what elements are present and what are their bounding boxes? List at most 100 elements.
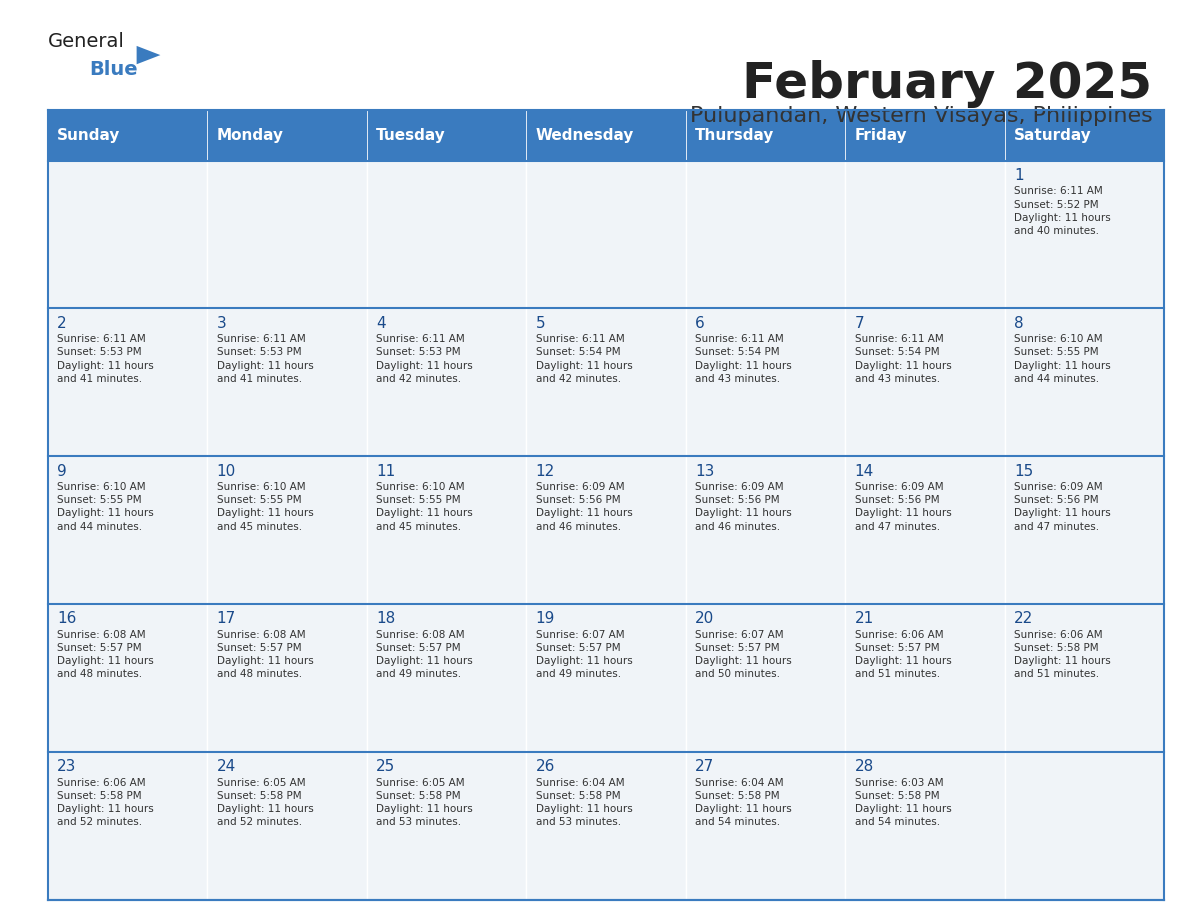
Text: 4: 4: [377, 316, 386, 330]
FancyBboxPatch shape: [207, 752, 367, 900]
Text: Sunrise: 6:05 AM
Sunset: 5:58 PM
Daylight: 11 hours
and 52 minutes.: Sunrise: 6:05 AM Sunset: 5:58 PM Dayligh…: [216, 778, 314, 827]
Text: Sunrise: 6:08 AM
Sunset: 5:57 PM
Daylight: 11 hours
and 48 minutes.: Sunrise: 6:08 AM Sunset: 5:57 PM Dayligh…: [57, 630, 153, 679]
Text: Sunrise: 6:09 AM
Sunset: 5:56 PM
Daylight: 11 hours
and 46 minutes.: Sunrise: 6:09 AM Sunset: 5:56 PM Dayligh…: [536, 482, 632, 532]
Text: Sunrise: 6:10 AM
Sunset: 5:55 PM
Daylight: 11 hours
and 44 minutes.: Sunrise: 6:10 AM Sunset: 5:55 PM Dayligh…: [1015, 334, 1111, 384]
FancyBboxPatch shape: [367, 308, 526, 456]
FancyBboxPatch shape: [1005, 604, 1164, 752]
FancyBboxPatch shape: [48, 308, 207, 456]
FancyBboxPatch shape: [367, 752, 526, 900]
FancyBboxPatch shape: [367, 110, 526, 161]
Text: Sunrise: 6:10 AM
Sunset: 5:55 PM
Daylight: 11 hours
and 45 minutes.: Sunrise: 6:10 AM Sunset: 5:55 PM Dayligh…: [216, 482, 314, 532]
FancyBboxPatch shape: [526, 604, 685, 752]
Text: Sunrise: 6:04 AM
Sunset: 5:58 PM
Daylight: 11 hours
and 53 minutes.: Sunrise: 6:04 AM Sunset: 5:58 PM Dayligh…: [536, 778, 632, 827]
FancyBboxPatch shape: [685, 604, 845, 752]
Text: Sunrise: 6:06 AM
Sunset: 5:58 PM
Daylight: 11 hours
and 51 minutes.: Sunrise: 6:06 AM Sunset: 5:58 PM Dayligh…: [1015, 630, 1111, 679]
FancyBboxPatch shape: [1005, 308, 1164, 456]
Text: Tuesday: Tuesday: [377, 128, 446, 143]
Text: Sunrise: 6:08 AM
Sunset: 5:57 PM
Daylight: 11 hours
and 48 minutes.: Sunrise: 6:08 AM Sunset: 5:57 PM Dayligh…: [216, 630, 314, 679]
Text: 1: 1: [1015, 168, 1024, 183]
Text: Sunrise: 6:11 AM
Sunset: 5:54 PM
Daylight: 11 hours
and 43 minutes.: Sunrise: 6:11 AM Sunset: 5:54 PM Dayligh…: [695, 334, 792, 384]
Text: Sunrise: 6:03 AM
Sunset: 5:58 PM
Daylight: 11 hours
and 54 minutes.: Sunrise: 6:03 AM Sunset: 5:58 PM Dayligh…: [854, 778, 952, 827]
FancyBboxPatch shape: [207, 161, 367, 308]
FancyBboxPatch shape: [526, 752, 685, 900]
Text: February 2025: February 2025: [742, 60, 1152, 107]
Text: Sunrise: 6:11 AM
Sunset: 5:52 PM
Daylight: 11 hours
and 40 minutes.: Sunrise: 6:11 AM Sunset: 5:52 PM Dayligh…: [1015, 186, 1111, 236]
Text: 25: 25: [377, 759, 396, 774]
Text: Sunrise: 6:04 AM
Sunset: 5:58 PM
Daylight: 11 hours
and 54 minutes.: Sunrise: 6:04 AM Sunset: 5:58 PM Dayligh…: [695, 778, 792, 827]
Text: Sunrise: 6:10 AM
Sunset: 5:55 PM
Daylight: 11 hours
and 45 minutes.: Sunrise: 6:10 AM Sunset: 5:55 PM Dayligh…: [377, 482, 473, 532]
Text: 5: 5: [536, 316, 545, 330]
Text: Thursday: Thursday: [695, 128, 775, 143]
FancyBboxPatch shape: [526, 110, 685, 161]
FancyBboxPatch shape: [48, 161, 207, 308]
Text: Sunrise: 6:10 AM
Sunset: 5:55 PM
Daylight: 11 hours
and 44 minutes.: Sunrise: 6:10 AM Sunset: 5:55 PM Dayligh…: [57, 482, 153, 532]
Text: Friday: Friday: [854, 128, 908, 143]
FancyBboxPatch shape: [845, 752, 1005, 900]
Text: Sunrise: 6:09 AM
Sunset: 5:56 PM
Daylight: 11 hours
and 47 minutes.: Sunrise: 6:09 AM Sunset: 5:56 PM Dayligh…: [1015, 482, 1111, 532]
Text: 6: 6: [695, 316, 704, 330]
Text: Pulupandan, Western Visayas, Philippines: Pulupandan, Western Visayas, Philippines: [689, 106, 1152, 126]
Text: Sunrise: 6:09 AM
Sunset: 5:56 PM
Daylight: 11 hours
and 47 minutes.: Sunrise: 6:09 AM Sunset: 5:56 PM Dayligh…: [854, 482, 952, 532]
FancyBboxPatch shape: [1005, 161, 1164, 308]
FancyBboxPatch shape: [526, 308, 685, 456]
Text: Sunrise: 6:06 AM
Sunset: 5:57 PM
Daylight: 11 hours
and 51 minutes.: Sunrise: 6:06 AM Sunset: 5:57 PM Dayligh…: [854, 630, 952, 679]
FancyBboxPatch shape: [207, 456, 367, 604]
Text: 11: 11: [377, 464, 396, 478]
Text: 15: 15: [1015, 464, 1034, 478]
FancyBboxPatch shape: [685, 161, 845, 308]
Text: 12: 12: [536, 464, 555, 478]
FancyBboxPatch shape: [685, 456, 845, 604]
Text: 18: 18: [377, 611, 396, 626]
FancyBboxPatch shape: [1005, 752, 1164, 900]
Text: Sunrise: 6:07 AM
Sunset: 5:57 PM
Daylight: 11 hours
and 50 minutes.: Sunrise: 6:07 AM Sunset: 5:57 PM Dayligh…: [695, 630, 792, 679]
Text: Sunrise: 6:08 AM
Sunset: 5:57 PM
Daylight: 11 hours
and 49 minutes.: Sunrise: 6:08 AM Sunset: 5:57 PM Dayligh…: [377, 630, 473, 679]
Text: Sunrise: 6:11 AM
Sunset: 5:53 PM
Daylight: 11 hours
and 42 minutes.: Sunrise: 6:11 AM Sunset: 5:53 PM Dayligh…: [377, 334, 473, 384]
Text: Monday: Monday: [216, 128, 284, 143]
FancyBboxPatch shape: [1005, 456, 1164, 604]
Text: 22: 22: [1015, 611, 1034, 626]
Text: Sunrise: 6:06 AM
Sunset: 5:58 PM
Daylight: 11 hours
and 52 minutes.: Sunrise: 6:06 AM Sunset: 5:58 PM Dayligh…: [57, 778, 153, 827]
FancyBboxPatch shape: [685, 308, 845, 456]
FancyBboxPatch shape: [845, 110, 1005, 161]
Text: Sunday: Sunday: [57, 128, 120, 143]
FancyBboxPatch shape: [48, 752, 207, 900]
Text: 14: 14: [854, 464, 874, 478]
Text: 16: 16: [57, 611, 76, 626]
Text: 13: 13: [695, 464, 714, 478]
Text: 8: 8: [1015, 316, 1024, 330]
Text: 7: 7: [854, 316, 865, 330]
Text: 27: 27: [695, 759, 714, 774]
Text: Sunrise: 6:07 AM
Sunset: 5:57 PM
Daylight: 11 hours
and 49 minutes.: Sunrise: 6:07 AM Sunset: 5:57 PM Dayligh…: [536, 630, 632, 679]
Text: 28: 28: [854, 759, 874, 774]
FancyBboxPatch shape: [367, 604, 526, 752]
Text: 26: 26: [536, 759, 555, 774]
FancyBboxPatch shape: [526, 456, 685, 604]
FancyBboxPatch shape: [526, 161, 685, 308]
Text: 17: 17: [216, 611, 235, 626]
FancyBboxPatch shape: [367, 161, 526, 308]
Text: 2: 2: [57, 316, 67, 330]
FancyBboxPatch shape: [48, 456, 207, 604]
Text: Wednesday: Wednesday: [536, 128, 634, 143]
FancyBboxPatch shape: [207, 110, 367, 161]
Text: Saturday: Saturday: [1015, 128, 1092, 143]
Text: Sunrise: 6:11 AM
Sunset: 5:53 PM
Daylight: 11 hours
and 41 minutes.: Sunrise: 6:11 AM Sunset: 5:53 PM Dayligh…: [57, 334, 153, 384]
Text: Blue: Blue: [89, 60, 138, 79]
Text: 19: 19: [536, 611, 555, 626]
FancyBboxPatch shape: [845, 604, 1005, 752]
FancyBboxPatch shape: [367, 456, 526, 604]
FancyBboxPatch shape: [1005, 110, 1164, 161]
Text: 3: 3: [216, 316, 226, 330]
FancyBboxPatch shape: [207, 604, 367, 752]
FancyBboxPatch shape: [48, 604, 207, 752]
Text: 21: 21: [854, 611, 874, 626]
FancyBboxPatch shape: [48, 110, 207, 161]
FancyBboxPatch shape: [845, 456, 1005, 604]
Text: 23: 23: [57, 759, 76, 774]
Text: Sunrise: 6:11 AM
Sunset: 5:53 PM
Daylight: 11 hours
and 41 minutes.: Sunrise: 6:11 AM Sunset: 5:53 PM Dayligh…: [216, 334, 314, 384]
FancyBboxPatch shape: [685, 110, 845, 161]
Polygon shape: [137, 46, 160, 64]
Text: General: General: [48, 32, 125, 51]
Text: 10: 10: [216, 464, 235, 478]
Text: Sunrise: 6:11 AM
Sunset: 5:54 PM
Daylight: 11 hours
and 43 minutes.: Sunrise: 6:11 AM Sunset: 5:54 PM Dayligh…: [854, 334, 952, 384]
